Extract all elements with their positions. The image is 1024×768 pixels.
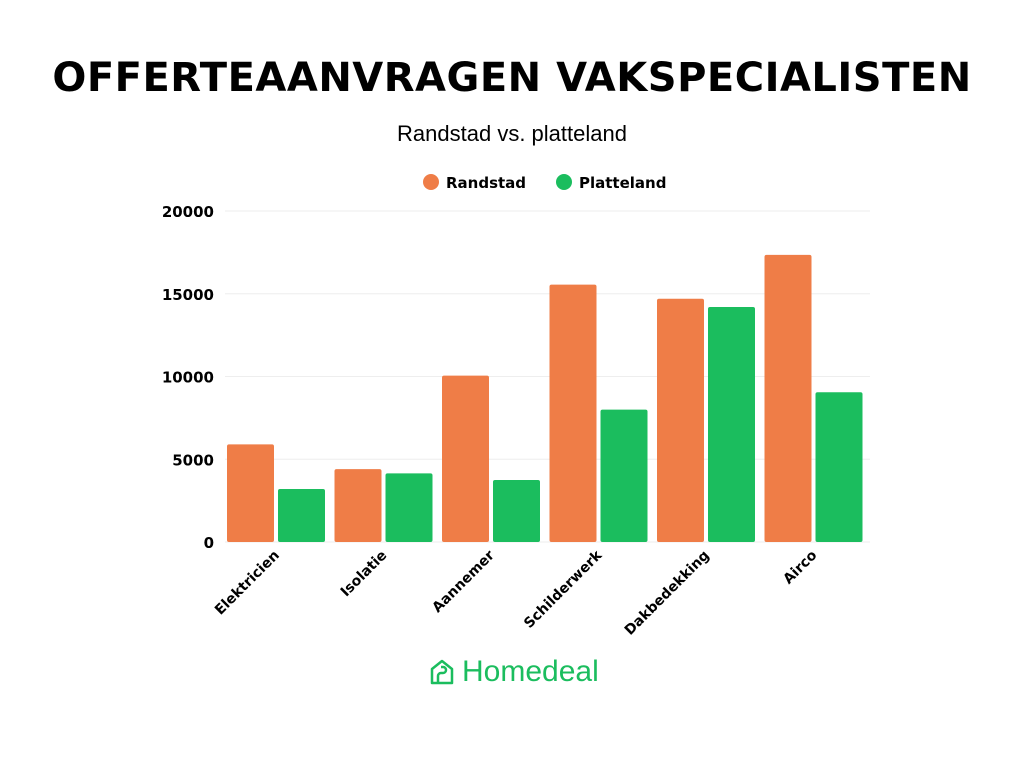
bar-randstad-schilderwerk bbox=[549, 284, 597, 542]
bar-randstad-aannemer bbox=[442, 375, 489, 542]
house-icon bbox=[430, 659, 454, 685]
legend-marker-randstad bbox=[423, 174, 439, 190]
brand-logo: Homedeal bbox=[430, 655, 599, 689]
x-tick-label: Airco bbox=[780, 547, 820, 587]
y-tick-label: 15000 bbox=[162, 286, 214, 304]
chart-title: OFFERTEAANVRAGEN VAKSPECIALISTEN bbox=[52, 55, 972, 101]
x-tick-label: Dakbedekking bbox=[622, 548, 713, 639]
bar-platteland-schilderwerk bbox=[600, 409, 648, 542]
y-tick-label: 10000 bbox=[162, 369, 214, 387]
chart-subtitle: Randstad vs. platteland bbox=[397, 121, 627, 146]
bar-randstad-isolatie bbox=[334, 469, 382, 542]
bar-randstad-dakbedekking bbox=[657, 298, 704, 542]
y-tick-label: 5000 bbox=[172, 451, 214, 469]
bar-randstad-elektricien bbox=[227, 444, 274, 542]
y-tick-label: 0 bbox=[204, 534, 214, 552]
bar-platteland-airco bbox=[815, 392, 863, 542]
bar-randstad-airco bbox=[764, 254, 812, 543]
bar-platteland-elektricien bbox=[278, 489, 325, 542]
bar-platteland-dakbedekking bbox=[708, 306, 755, 542]
x-tick-label: Isolatie bbox=[338, 548, 391, 601]
bar-platteland-aannemer bbox=[493, 479, 540, 542]
legend-label-randstad: Randstad bbox=[446, 174, 526, 192]
x-tick-label: Aannemer bbox=[429, 547, 497, 615]
x-tick-label: Elektricien bbox=[212, 548, 283, 619]
legend-label-platteland: Platteland bbox=[579, 174, 666, 192]
x-tick-label: Schilderwerk bbox=[521, 547, 606, 632]
legend-marker-platteland bbox=[556, 174, 572, 190]
brand-name: Homedeal bbox=[462, 655, 599, 688]
y-tick-label: 20000 bbox=[162, 203, 214, 221]
bar-platteland-isolatie bbox=[385, 473, 433, 542]
